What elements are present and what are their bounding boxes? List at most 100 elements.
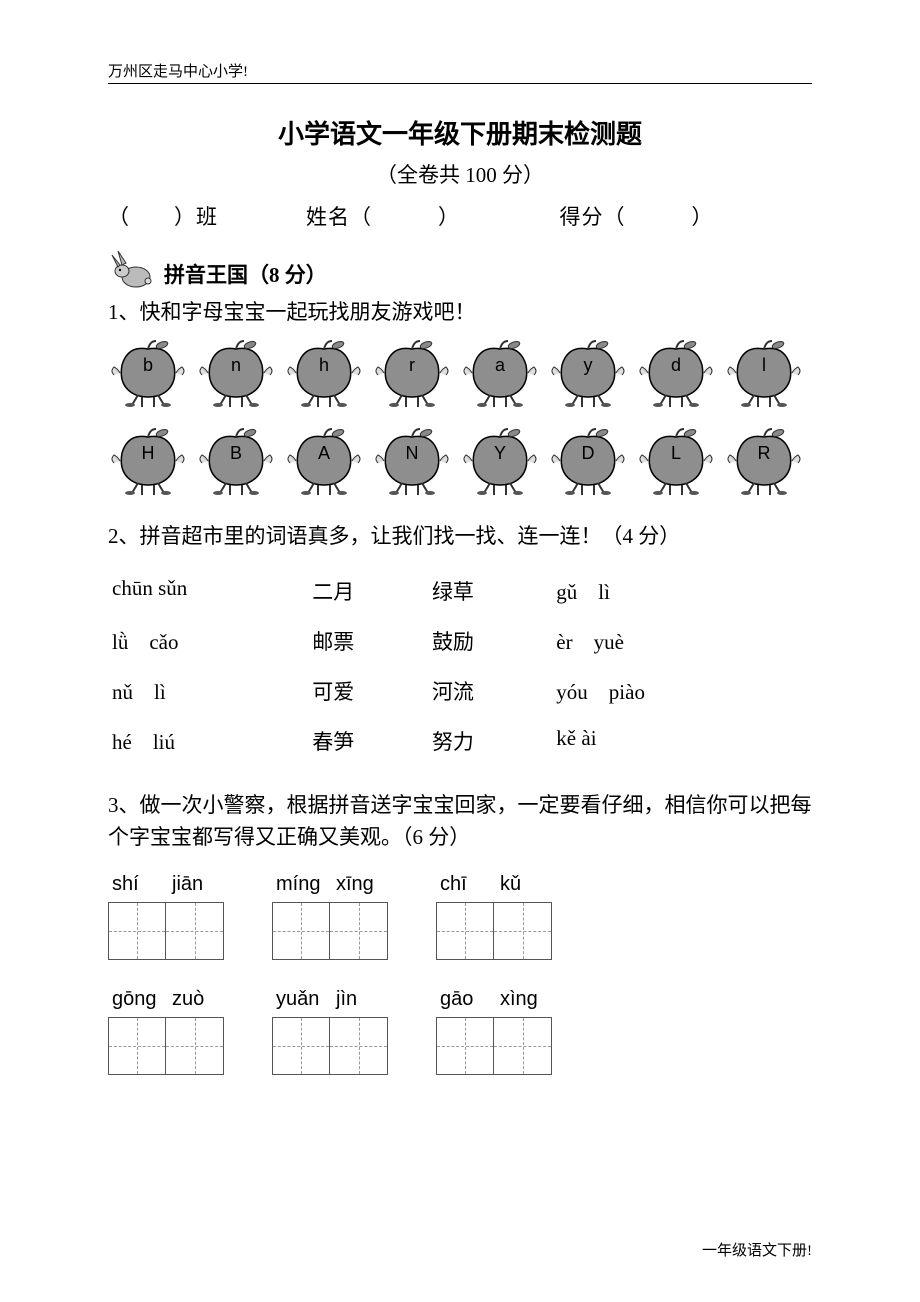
pinyin-syllable: zuò xyxy=(168,988,228,1011)
match-word-right: 努力 xyxy=(390,716,517,766)
apple-letter: l xyxy=(724,355,804,376)
pinyin-group: shíjiān xyxy=(108,873,228,960)
char-box[interactable] xyxy=(436,1017,494,1075)
apple-item: y xyxy=(548,337,628,407)
apple-letter: n xyxy=(196,355,276,376)
match-word-left: 邮票 xyxy=(277,616,390,666)
pinyin-labels: gāoxìng xyxy=(436,988,556,1011)
apple-letter: B xyxy=(196,443,276,464)
apple-item: d xyxy=(636,337,716,407)
section-1-head: 拼音王国（8 分） xyxy=(108,249,812,289)
pinyin-syllable: míng xyxy=(272,873,332,896)
match-pinyin-left: lǜ cǎo xyxy=(108,616,277,666)
match-row: hé liú 春笋 努力 kě ài xyxy=(108,716,812,766)
pinyin-labels: chīkǔ xyxy=(436,873,556,896)
exam-subtitle: （全卷共 100 分） xyxy=(108,159,812,189)
match-pinyin-left: hé liú xyxy=(108,716,277,766)
apple-letter: A xyxy=(284,443,364,464)
question-1: 1、快和字母宝宝一起玩找朋友游戏吧！ xyxy=(108,297,812,329)
pinyin-syllable: xìng xyxy=(496,988,556,1011)
apple-item: R xyxy=(724,425,804,495)
char-box[interactable] xyxy=(494,902,552,960)
apple-letter: a xyxy=(460,355,540,376)
pinyin-labels: gōngzuò xyxy=(108,988,228,1011)
apple-item: L xyxy=(636,425,716,495)
apple-item: n xyxy=(196,337,276,407)
char-box-pair xyxy=(436,1017,556,1075)
rabbit-icon xyxy=(108,249,158,289)
match-row: chūn sǔn 二月 绿草 gǔ lì xyxy=(108,566,812,616)
pinyin-group: yuǎnjìn xyxy=(272,988,392,1075)
match-row: nǔ lì 可爱 河流 yóu piào xyxy=(108,666,812,716)
pinyin-labels: shíjiān xyxy=(108,873,228,896)
char-box[interactable] xyxy=(436,902,494,960)
question-3: 3、做一次小警察，根据拼音送字宝宝回家，一定要看仔细，相信你可以把每个字宝宝都写… xyxy=(108,790,812,853)
apple-letter: r xyxy=(372,355,452,376)
char-box[interactable] xyxy=(330,1017,388,1075)
apple-item: A xyxy=(284,425,364,495)
pinyin-group: míngxīng xyxy=(272,873,392,960)
apple-item: l xyxy=(724,337,804,407)
pinyin-syllable: jìn xyxy=(332,988,392,1011)
char-box[interactable] xyxy=(108,1017,166,1075)
char-box[interactable] xyxy=(108,902,166,960)
match-word-right: 绿草 xyxy=(390,566,517,616)
pinyin-row-2: gōngzuò yuǎnjìn gāoxìng xyxy=(108,988,812,1075)
apple-row-bottom: H B A N Y xyxy=(108,425,812,495)
match-pinyin-right: yóu piào xyxy=(516,666,812,716)
pinyin-syllable: kǔ xyxy=(496,873,556,896)
apple-item: b xyxy=(108,337,188,407)
apple-letter: Y xyxy=(460,443,540,464)
apple-item: D xyxy=(548,425,628,495)
header-school: 万州区走马中心小学! xyxy=(108,60,812,84)
pinyin-syllable: jiān xyxy=(168,873,228,896)
pinyin-syllable: shí xyxy=(108,873,168,896)
pinyin-syllable: gōng xyxy=(108,988,168,1011)
apple-letter: R xyxy=(724,443,804,464)
apple-row-top: b n h r a xyxy=(108,337,812,407)
pinyin-syllable: chī xyxy=(436,873,496,896)
apple-item: r xyxy=(372,337,452,407)
char-box-pair xyxy=(436,902,556,960)
match-table: chūn sǔn 二月 绿草 gǔ lì lǜ cǎo 邮票 鼓励 èr yuè… xyxy=(108,566,812,766)
apple-item: a xyxy=(460,337,540,407)
match-word-right: 鼓励 xyxy=(390,616,517,666)
question-2: 2、拼音超市里的词语真多，让我们找一找、连一连！（4 分） xyxy=(108,521,812,553)
match-pinyin-right: èr yuè xyxy=(516,616,812,666)
char-box-pair xyxy=(272,1017,392,1075)
pinyin-syllable: yuǎn xyxy=(272,988,332,1011)
page-footer: 一年级语文下册! xyxy=(702,1239,812,1260)
match-row: lǜ cǎo 邮票 鼓励 èr yuè xyxy=(108,616,812,666)
char-box[interactable] xyxy=(166,1017,224,1075)
match-word-left: 春笋 xyxy=(277,716,390,766)
apple-letter: D xyxy=(548,443,628,464)
apple-letter: N xyxy=(372,443,452,464)
match-word-left: 二月 xyxy=(277,566,390,616)
char-box-pair xyxy=(272,902,392,960)
pinyin-labels: yuǎnjìn xyxy=(272,988,392,1011)
pinyin-row-1: shíjiān míngxīng chīkǔ xyxy=(108,873,812,960)
pinyin-labels: míngxīng xyxy=(272,873,392,896)
char-box[interactable] xyxy=(494,1017,552,1075)
apple-item: H xyxy=(108,425,188,495)
char-box[interactable] xyxy=(272,902,330,960)
char-box[interactable] xyxy=(272,1017,330,1075)
apple-item: Y xyxy=(460,425,540,495)
pinyin-group: gōngzuò xyxy=(108,988,228,1075)
apple-item: h xyxy=(284,337,364,407)
apple-letter: y xyxy=(548,355,628,376)
apple-letter: d xyxy=(636,355,716,376)
match-pinyin-right: gǔ lì xyxy=(516,566,812,616)
match-pinyin-right: kě ài xyxy=(516,716,812,766)
section-1-title: 拼音王国（8 分） xyxy=(164,259,327,289)
match-word-left: 可爱 xyxy=(277,666,390,716)
char-box-pair xyxy=(108,902,228,960)
pinyin-group: chīkǔ xyxy=(436,873,556,960)
match-pinyin-left: chūn sǔn xyxy=(108,566,277,616)
pinyin-group: gāoxìng xyxy=(436,988,556,1075)
pinyin-syllable: gāo xyxy=(436,988,496,1011)
match-word-right: 河流 xyxy=(390,666,517,716)
char-box[interactable] xyxy=(166,902,224,960)
apple-letter: b xyxy=(108,355,188,376)
char-box[interactable] xyxy=(330,902,388,960)
